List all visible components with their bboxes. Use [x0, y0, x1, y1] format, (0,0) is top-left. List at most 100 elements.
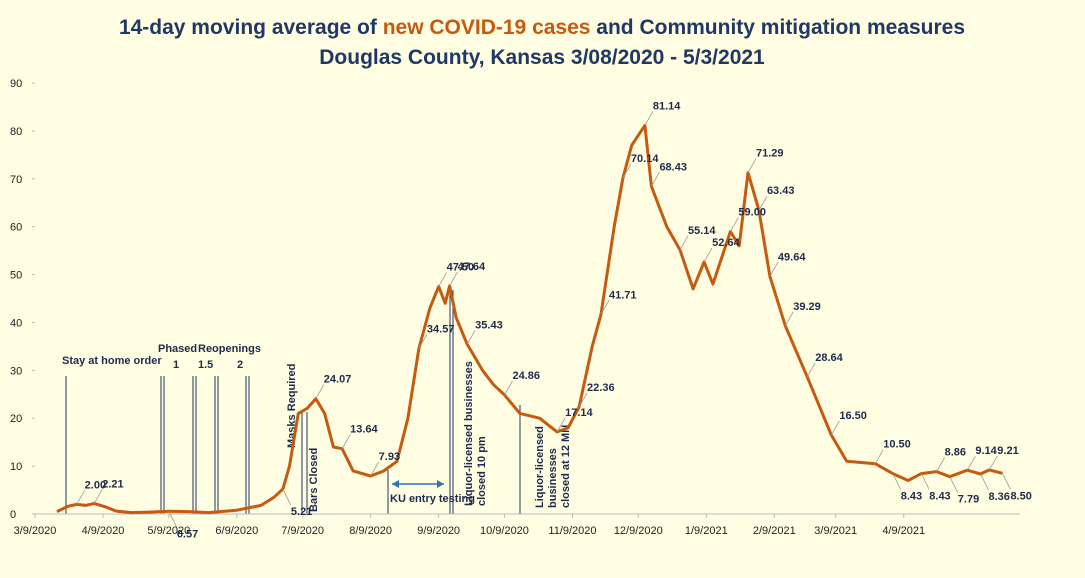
- value-label: 81.14: [653, 100, 681, 112]
- x-tick-label: 7/9/2020: [281, 525, 324, 537]
- value-label: 28.64: [815, 352, 843, 364]
- label-leader: [769, 262, 779, 277]
- value-label: 16.50: [839, 410, 867, 422]
- liquor-12mn-label: businesses: [547, 448, 559, 508]
- value-label: 47.50: [447, 262, 475, 274]
- value-label: 8.36: [989, 491, 1010, 503]
- value-label: 24.86: [512, 370, 540, 382]
- value-label: 59.00: [738, 206, 766, 218]
- value-label: 41.71: [609, 289, 637, 301]
- cases-line: [56, 123, 1003, 515]
- value-label: 8.86: [945, 447, 966, 459]
- label-leader: [622, 163, 632, 179]
- title-part: 14-day moving average of: [119, 16, 383, 39]
- value-label: 9.14: [975, 445, 997, 457]
- value-label: 7.79: [958, 494, 979, 506]
- phase-label: 1.5: [198, 359, 213, 371]
- y-tick-label: 20: [10, 413, 22, 425]
- label-leader: [370, 461, 379, 477]
- label-leader: [830, 420, 840, 436]
- x-tick-label: 6/9/2020: [215, 525, 258, 537]
- label-leader: [315, 384, 325, 399]
- masks-label: Masks Required: [286, 364, 298, 448]
- label-leader: [1002, 473, 1011, 490]
- liquor-10pm-label: Liquor-licensed businesses: [463, 361, 475, 506]
- value-label: 5.21: [291, 506, 312, 518]
- chart-title: 14-day moving average of new COVID-19 ca…: [119, 16, 965, 39]
- x-tick-label: 3/9/2020: [14, 525, 57, 537]
- value-label: 70.14: [631, 153, 659, 165]
- phased-label: Phased: [158, 343, 197, 355]
- label-leader: [874, 449, 884, 464]
- label-leader: [703, 247, 713, 263]
- stay-at-home-label: Stay at home order: [62, 355, 162, 367]
- y-tick-label: 40: [10, 317, 22, 329]
- label-leader: [449, 271, 458, 287]
- x-tick-label: 10/9/2020: [480, 525, 529, 537]
- label-leader: [747, 158, 757, 173]
- label-leader: [644, 111, 654, 126]
- x-tick-label: 11/9/2020: [548, 525, 596, 537]
- value-label: 8.50: [1010, 490, 1031, 502]
- reopenings-label: Reopenings: [198, 343, 261, 355]
- value-label: 0.57: [177, 528, 198, 540]
- label-leader: [920, 473, 930, 490]
- x-tick-label: 4/9/2021: [882, 525, 925, 537]
- label-leader: [341, 434, 351, 449]
- y-tick-label: 60: [10, 222, 22, 234]
- y-tick-label: 10: [10, 461, 22, 473]
- bars-label: Bars Closed: [308, 448, 320, 512]
- value-label: 34.57: [427, 323, 455, 335]
- value-label: 52.64: [712, 237, 740, 249]
- value-label: 8.43: [929, 491, 950, 503]
- x-tick-label: 9/9/2020: [417, 525, 460, 537]
- label-leader: [730, 217, 739, 232]
- phase-label: 1: [173, 359, 179, 371]
- value-label: 63.43: [767, 185, 795, 197]
- liquor-12mn-label: Liquor-licensed: [534, 426, 546, 508]
- y-tick-label: 90: [10, 78, 22, 90]
- label-leader: [76, 490, 86, 505]
- label-leader: [504, 380, 513, 396]
- value-label: 49.64: [778, 251, 806, 263]
- value-label: 68.43: [659, 161, 687, 173]
- value-label: 7.93: [379, 451, 400, 463]
- value-label: 47.64: [458, 261, 486, 273]
- label-leader: [282, 488, 292, 506]
- label-leader: [679, 235, 689, 251]
- x-tick-label: 1/9/2021: [685, 525, 728, 537]
- liquor-12mn-label: closed at 12 MN: [560, 425, 572, 508]
- value-label: 8.43: [901, 491, 922, 503]
- liquor-10pm-label: closed 10 pm: [476, 436, 488, 506]
- value-label: 10.50: [883, 439, 911, 451]
- label-leader: [784, 311, 794, 327]
- x-tick-label: 8/9/2020: [349, 525, 392, 537]
- value-label: 2.00: [85, 479, 106, 491]
- y-tick-label: 80: [10, 126, 22, 138]
- x-tick-label: 2/9/2021: [753, 525, 796, 537]
- label-leader: [168, 511, 178, 528]
- label-leader: [466, 330, 476, 345]
- value-label: 9.21: [997, 445, 1018, 457]
- label-leader: [967, 456, 976, 471]
- value-label: 24.07: [324, 374, 352, 386]
- value-label: 71.29: [756, 148, 784, 160]
- phase-label: 2: [237, 359, 243, 371]
- label-leader: [758, 196, 768, 211]
- x-tick-label: 5/9/2020: [147, 525, 190, 537]
- label-leader: [988, 455, 998, 471]
- value-label: 13.64: [350, 424, 378, 436]
- label-leader: [556, 417, 566, 433]
- y-tick-label: 70: [10, 174, 22, 186]
- title-part: new COVID-19 cases: [383, 16, 591, 39]
- value-label: 17.14: [565, 407, 593, 419]
- label-leader: [806, 362, 816, 378]
- ku-label: KU entry testing: [390, 493, 475, 505]
- x-tick-label: 12/9/2020: [614, 525, 663, 537]
- title-part: and Community mitigation measures: [590, 16, 965, 39]
- chart-subtitle: Douglas County, Kansas 3/08/2020 - 5/3/2…: [319, 46, 765, 69]
- x-tick-label: 4/9/2020: [82, 525, 125, 537]
- label-leader: [651, 172, 660, 187]
